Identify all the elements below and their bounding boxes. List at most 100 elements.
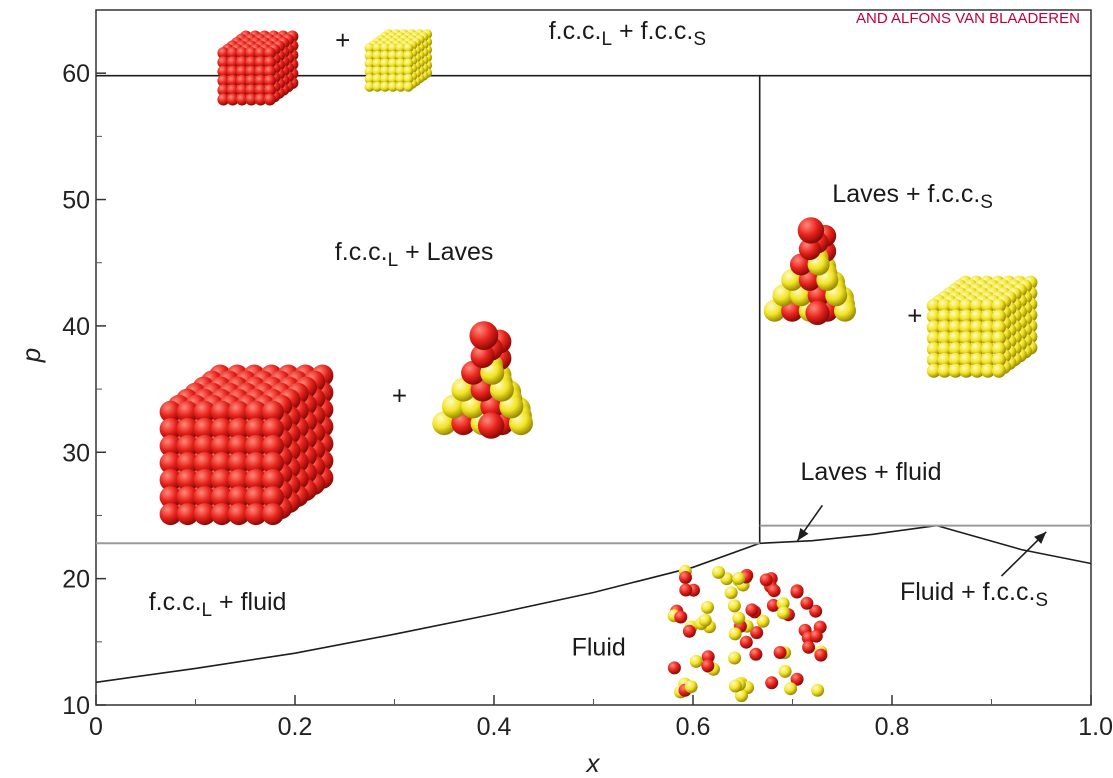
sphere [244, 434, 267, 457]
sphere [193, 434, 216, 457]
sphere [767, 584, 781, 598]
sphere [701, 659, 715, 673]
sphere [372, 42, 383, 53]
sphere [981, 298, 995, 313]
sphere [679, 571, 692, 584]
sphere [227, 434, 250, 457]
sphere [959, 309, 974, 324]
sphere [727, 599, 741, 613]
sphere [176, 486, 199, 509]
sphere [159, 469, 182, 491]
sphere [395, 50, 406, 61]
sphere [244, 417, 267, 440]
sphere [236, 56, 248, 69]
region-label-fcc-fcc: f.c.c.L + f.c.c.S [549, 17, 706, 50]
sphere [217, 47, 230, 59]
label-part: f.c.c. [549, 17, 602, 45]
sphere [261, 452, 284, 474]
y-tick-label: 20 [62, 566, 90, 594]
sphere [387, 66, 398, 77]
y-axis-label: p [16, 348, 46, 363]
sphere [948, 309, 963, 324]
sphere [403, 50, 414, 61]
sphere [948, 298, 963, 313]
sphere [261, 417, 284, 440]
sphere [948, 320, 963, 335]
sphere [364, 42, 375, 53]
sphere [991, 352, 1006, 367]
sphere [261, 469, 284, 491]
sphere [227, 400, 250, 423]
phase-boundary-line [95, 542, 760, 684]
sphere [263, 56, 276, 69]
sphere [226, 84, 239, 97]
sphere [254, 84, 267, 97]
sphere [372, 81, 383, 92]
sphere [387, 50, 398, 61]
sphere [701, 600, 714, 614]
sphere [217, 56, 230, 69]
sphere [948, 342, 963, 357]
sphere [959, 331, 974, 346]
label-part: + fluid [212, 588, 286, 616]
sphere [970, 309, 985, 324]
sphere [387, 81, 398, 92]
sphere [959, 342, 974, 357]
sphere [790, 672, 804, 686]
sphere [981, 363, 995, 378]
region-label-fcc-laves: f.c.c.L + Laves [335, 238, 494, 271]
sphere [739, 635, 753, 649]
sphere [226, 47, 239, 59]
sphere [193, 469, 216, 491]
region-label-fluid-fcc: Fluid + f.c.c.S [900, 578, 1048, 611]
sphere [254, 93, 267, 106]
sphere [244, 452, 267, 474]
sphere [263, 65, 276, 78]
sphere [395, 42, 406, 53]
phase-boundary-line [936, 524, 1092, 565]
label-part: Laves + fluid [800, 458, 941, 486]
plus-sign: + [392, 380, 407, 410]
sphere [981, 309, 995, 324]
sphere [364, 50, 375, 61]
sphere [778, 664, 792, 678]
sphere [245, 84, 258, 97]
sphere [254, 74, 267, 87]
sphere [210, 400, 233, 423]
sphere [227, 469, 250, 491]
crystal-laves-1 [432, 321, 533, 439]
sphere [210, 417, 233, 440]
sphere [682, 624, 696, 638]
sphere [784, 682, 798, 696]
sphere [470, 344, 495, 368]
sphere [732, 611, 746, 625]
crystal-fluid-blob [667, 564, 828, 703]
sphere [176, 417, 199, 440]
sphere [728, 679, 742, 693]
sphere [380, 66, 391, 77]
sphere [728, 651, 742, 665]
sphere [735, 689, 748, 703]
sphere [684, 680, 698, 694]
sphere [477, 412, 505, 439]
sphere [991, 320, 1006, 335]
sphere [981, 331, 995, 346]
subscript: S [980, 192, 993, 213]
sphere [245, 93, 258, 106]
sphere [970, 342, 985, 357]
sphere [372, 73, 383, 84]
sphere [403, 73, 414, 84]
sphere [926, 309, 941, 324]
sphere [236, 65, 248, 78]
sphere [403, 81, 414, 92]
sphere [403, 66, 414, 77]
sphere [226, 93, 239, 106]
sphere [244, 486, 267, 509]
sphere [387, 58, 398, 69]
sphere [372, 66, 383, 77]
subscript: S [693, 29, 706, 50]
sphere [210, 452, 233, 474]
y-tick-label: 30 [62, 439, 90, 467]
